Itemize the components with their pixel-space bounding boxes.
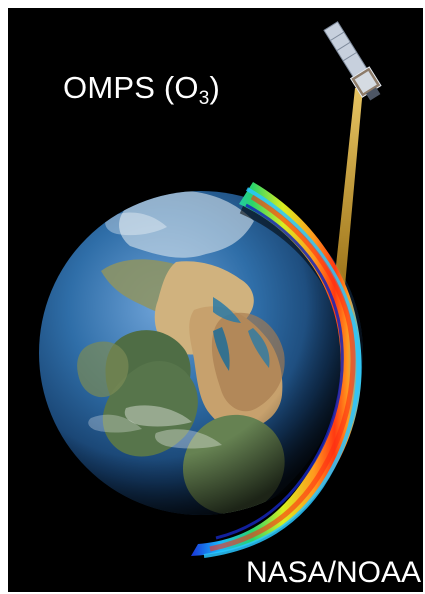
earth-surface	[39, 191, 363, 515]
image-credit: NASA/NOAA	[245, 556, 421, 589]
earth-illustration	[39, 21, 382, 558]
instrument-label: OMPS (O3)	[63, 70, 221, 109]
space-scene: OMPS (O3) NASA/NOAA	[8, 8, 423, 592]
earth-globe	[39, 191, 363, 547]
satellite-icon	[323, 21, 382, 101]
ozone-profile-slice	[191, 182, 362, 558]
measurement-beam	[332, 88, 363, 308]
